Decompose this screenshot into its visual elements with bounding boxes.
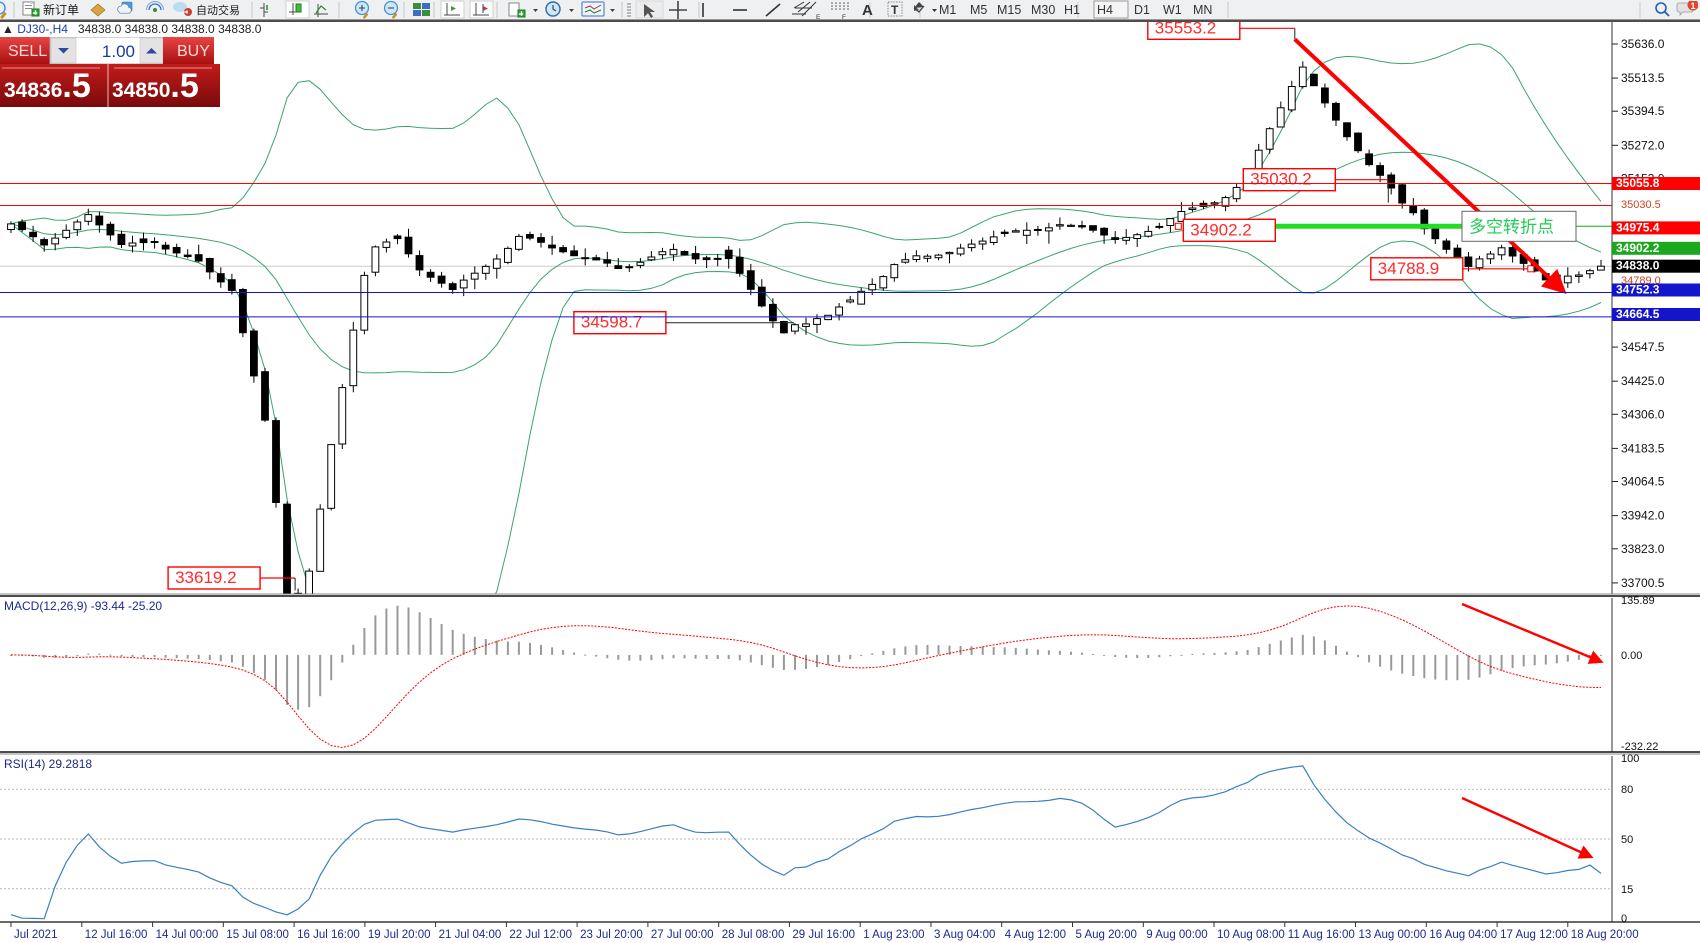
svg-text:28 Jul 08:00: 28 Jul 08:00 (722, 929, 785, 941)
svg-text:16 Aug 04:00: 16 Aug 04:00 (1429, 929, 1497, 941)
svg-text:9 Aug 00:00: 9 Aug 00:00 (1146, 929, 1207, 941)
svg-text:17 Aug 12:00: 17 Aug 12:00 (1500, 929, 1568, 941)
svg-text:4 Aug 12:00: 4 Aug 12:00 (1005, 929, 1066, 941)
svg-text:12 Jul 16:00: 12 Jul 16:00 (85, 929, 148, 941)
svg-text:18 Aug 20:00: 18 Aug 20:00 (1571, 929, 1639, 941)
svg-text:16 Jul 16:00: 16 Jul 16:00 (297, 929, 360, 941)
svg-text:27 Jul 00:00: 27 Jul 00:00 (651, 929, 714, 941)
svg-text:22 Jul 12:00: 22 Jul 12:00 (509, 929, 572, 941)
svg-text:19 Jul 20:00: 19 Jul 20:00 (368, 929, 431, 941)
svg-text:29 Jul 16:00: 29 Jul 16:00 (792, 929, 855, 941)
svg-text:23 Jul 20:00: 23 Jul 20:00 (580, 929, 643, 941)
svg-text:11 Aug 16:00: 11 Aug 16:00 (1288, 929, 1355, 941)
svg-text:3 Aug 04:00: 3 Aug 04:00 (934, 929, 995, 941)
svg-text:21 Jul 04:00: 21 Jul 04:00 (439, 929, 502, 941)
svg-text:14 Jul 00:00: 14 Jul 00:00 (156, 929, 219, 941)
svg-text:10 Aug 08:00: 10 Aug 08:00 (1217, 929, 1285, 941)
svg-text:Jul 2021: Jul 2021 (14, 929, 57, 941)
svg-text:15 Jul 08:00: 15 Jul 08:00 (226, 929, 289, 941)
svg-text:5 Aug 20:00: 5 Aug 20:00 (1076, 929, 1137, 941)
svg-text:1 Aug 23:00: 1 Aug 23:00 (863, 929, 924, 941)
svg-text:13 Aug 00:00: 13 Aug 00:00 (1359, 929, 1427, 941)
